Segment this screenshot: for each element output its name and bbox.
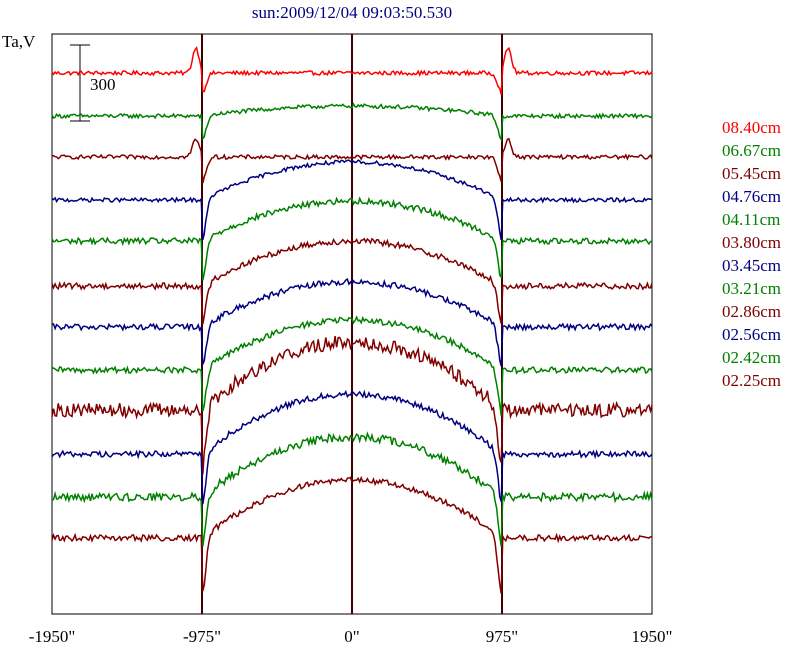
vertical-reference-lines	[201, 34, 503, 614]
series-lines	[51, 46, 653, 594]
scale-bar-label: 300	[90, 75, 116, 94]
series-line-05.45cm	[52, 137, 653, 184]
legend-entry-02.56cm: 02.56cm	[722, 325, 781, 344]
x-tick-labels: -1950" -975" 0" 975" 1950"	[29, 627, 673, 646]
series-line-04.11cm	[51, 196, 653, 281]
x-tick-label-0: -1950"	[29, 627, 76, 646]
legend-entry-03.80cm: 03.80cm	[722, 233, 781, 252]
series-line-02.56cm	[51, 389, 653, 505]
legend: 08.40cm 06.67cm 05.45cm 04.76cm 04.11cm 03.80…	[722, 118, 781, 390]
series-line-03.45cm	[51, 277, 653, 367]
series-line-03.21cm	[51, 315, 653, 416]
series-line-08.40cm	[51, 46, 653, 95]
series-line-02.42cm	[51, 431, 653, 547]
x-tick-label-3: 975"	[486, 627, 518, 646]
series-line-02.25cm	[51, 475, 653, 594]
scale-bar: 300	[70, 44, 116, 122]
legend-entry-03.21cm: 03.21cm	[722, 279, 781, 298]
legend-entry-04.11cm: 04.11cm	[722, 210, 780, 229]
y-axis-label: Ta,V	[2, 32, 36, 51]
series-line-04.76cm	[51, 159, 653, 241]
legend-entry-02.25cm: 02.25cm	[722, 371, 781, 390]
legend-entry-08.40cm: 08.40cm	[722, 118, 781, 137]
legend-entry-06.67cm: 06.67cm	[722, 141, 781, 160]
legend-entry-05.45cm: 05.45cm	[722, 164, 781, 183]
chart-title: sun:2009/12/04 09:03:50.530	[252, 3, 452, 22]
series-line-02.86cm	[51, 335, 653, 475]
legend-entry-03.45cm: 03.45cm	[722, 256, 781, 275]
series-line-03.80cm	[51, 237, 653, 325]
x-tick-label-1: -975"	[183, 627, 221, 646]
series-line-06.67cm	[51, 102, 653, 142]
legend-entry-02.42cm: 02.42cm	[722, 348, 781, 367]
x-tick-label-4: 1950"	[632, 627, 673, 646]
x-tick-label-2: 0"	[344, 627, 359, 646]
legend-entry-02.86cm: 02.86cm	[722, 302, 781, 321]
legend-entry-04.76cm: 04.76cm	[722, 187, 781, 206]
